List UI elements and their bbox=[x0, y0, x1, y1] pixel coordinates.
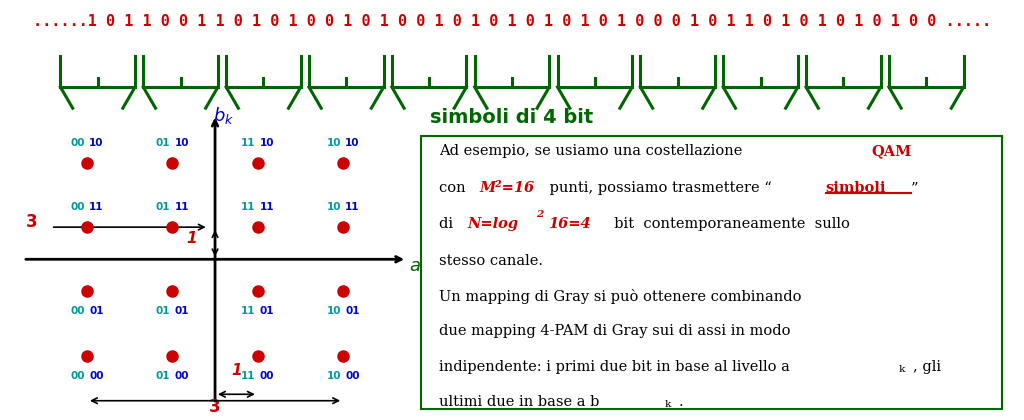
Text: 00: 00 bbox=[260, 370, 274, 381]
Text: con: con bbox=[438, 181, 470, 195]
Text: 10: 10 bbox=[327, 138, 341, 148]
Text: 01: 01 bbox=[156, 370, 170, 381]
Text: 11: 11 bbox=[241, 202, 256, 212]
Text: di: di bbox=[438, 218, 462, 231]
Text: 01: 01 bbox=[89, 306, 103, 316]
Text: 3: 3 bbox=[209, 398, 221, 416]
Text: 00: 00 bbox=[174, 370, 189, 381]
Text: indipendente: i primi due bit in base al livello a: indipendente: i primi due bit in base al… bbox=[438, 360, 790, 373]
Text: 11: 11 bbox=[260, 202, 274, 212]
Text: 11: 11 bbox=[345, 202, 359, 212]
Text: 00: 00 bbox=[71, 370, 85, 381]
Text: 11: 11 bbox=[241, 306, 256, 316]
Text: QAM: QAM bbox=[871, 144, 911, 158]
Text: 1: 1 bbox=[186, 231, 197, 246]
Text: 11: 11 bbox=[89, 202, 103, 212]
Text: .: . bbox=[678, 395, 683, 409]
Text: 2: 2 bbox=[536, 210, 543, 219]
Text: , gli: , gli bbox=[913, 360, 941, 373]
Text: 10: 10 bbox=[327, 306, 341, 316]
Text: 00: 00 bbox=[71, 306, 85, 316]
Text: 00: 00 bbox=[89, 370, 103, 381]
Text: punti, possiamo trasmettere “: punti, possiamo trasmettere “ bbox=[546, 181, 772, 195]
Text: k: k bbox=[899, 365, 905, 374]
Text: M²=16: M²=16 bbox=[479, 181, 535, 195]
Text: ”: ” bbox=[910, 181, 919, 195]
Text: 10: 10 bbox=[260, 138, 274, 148]
Text: simboli di 4 bit: simboli di 4 bit bbox=[430, 108, 594, 127]
Text: $b_k$: $b_k$ bbox=[213, 105, 234, 126]
Text: 01: 01 bbox=[156, 202, 170, 212]
Text: bit  contemporaneamente  sullo: bit contemporaneamente sullo bbox=[605, 218, 850, 231]
Text: k: k bbox=[666, 400, 672, 409]
Text: 11: 11 bbox=[174, 202, 189, 212]
Text: 01: 01 bbox=[156, 138, 170, 148]
Text: 00: 00 bbox=[345, 370, 359, 381]
Text: ultimi due in base a b: ultimi due in base a b bbox=[438, 395, 599, 409]
Text: 10: 10 bbox=[174, 138, 189, 148]
Text: 1: 1 bbox=[231, 363, 242, 378]
Text: 01: 01 bbox=[174, 306, 189, 316]
Text: 10: 10 bbox=[89, 138, 103, 148]
Text: ......1 0 1 1 0 0 1 1 0 1 0 1 0 0 1 0 1 0 0 1 0 1 0 1 0 1 0 1 0 1 0 0 0 1 0 1 1 : ......1 0 1 1 0 0 1 1 0 1 0 1 0 0 1 0 1 … bbox=[33, 14, 991, 29]
Text: 10: 10 bbox=[327, 370, 341, 381]
Text: due mapping 4-PAM di Gray sui di assi in modo: due mapping 4-PAM di Gray sui di assi in… bbox=[438, 324, 791, 339]
Text: 01: 01 bbox=[345, 306, 359, 316]
Text: 11: 11 bbox=[241, 138, 256, 148]
FancyBboxPatch shape bbox=[421, 136, 1001, 409]
Text: 10: 10 bbox=[345, 138, 359, 148]
Text: 3: 3 bbox=[26, 213, 38, 231]
Text: 01: 01 bbox=[156, 306, 170, 316]
Text: Ad esempio, se usiamo una costellazione: Ad esempio, se usiamo una costellazione bbox=[438, 144, 746, 158]
Text: 10: 10 bbox=[327, 202, 341, 212]
Text: $a_k$: $a_k$ bbox=[410, 257, 430, 276]
Text: simboli: simboli bbox=[825, 181, 886, 195]
Text: 16=4: 16=4 bbox=[548, 218, 590, 231]
Text: 11: 11 bbox=[241, 370, 256, 381]
Text: stesso canale.: stesso canale. bbox=[438, 254, 543, 268]
Text: 01: 01 bbox=[260, 306, 274, 316]
Text: 00: 00 bbox=[71, 138, 85, 148]
Text: N=log: N=log bbox=[467, 218, 518, 231]
Text: Un mapping di Gray si può ottenere combinando: Un mapping di Gray si può ottenere combi… bbox=[438, 289, 801, 304]
Text: 00: 00 bbox=[71, 202, 85, 212]
